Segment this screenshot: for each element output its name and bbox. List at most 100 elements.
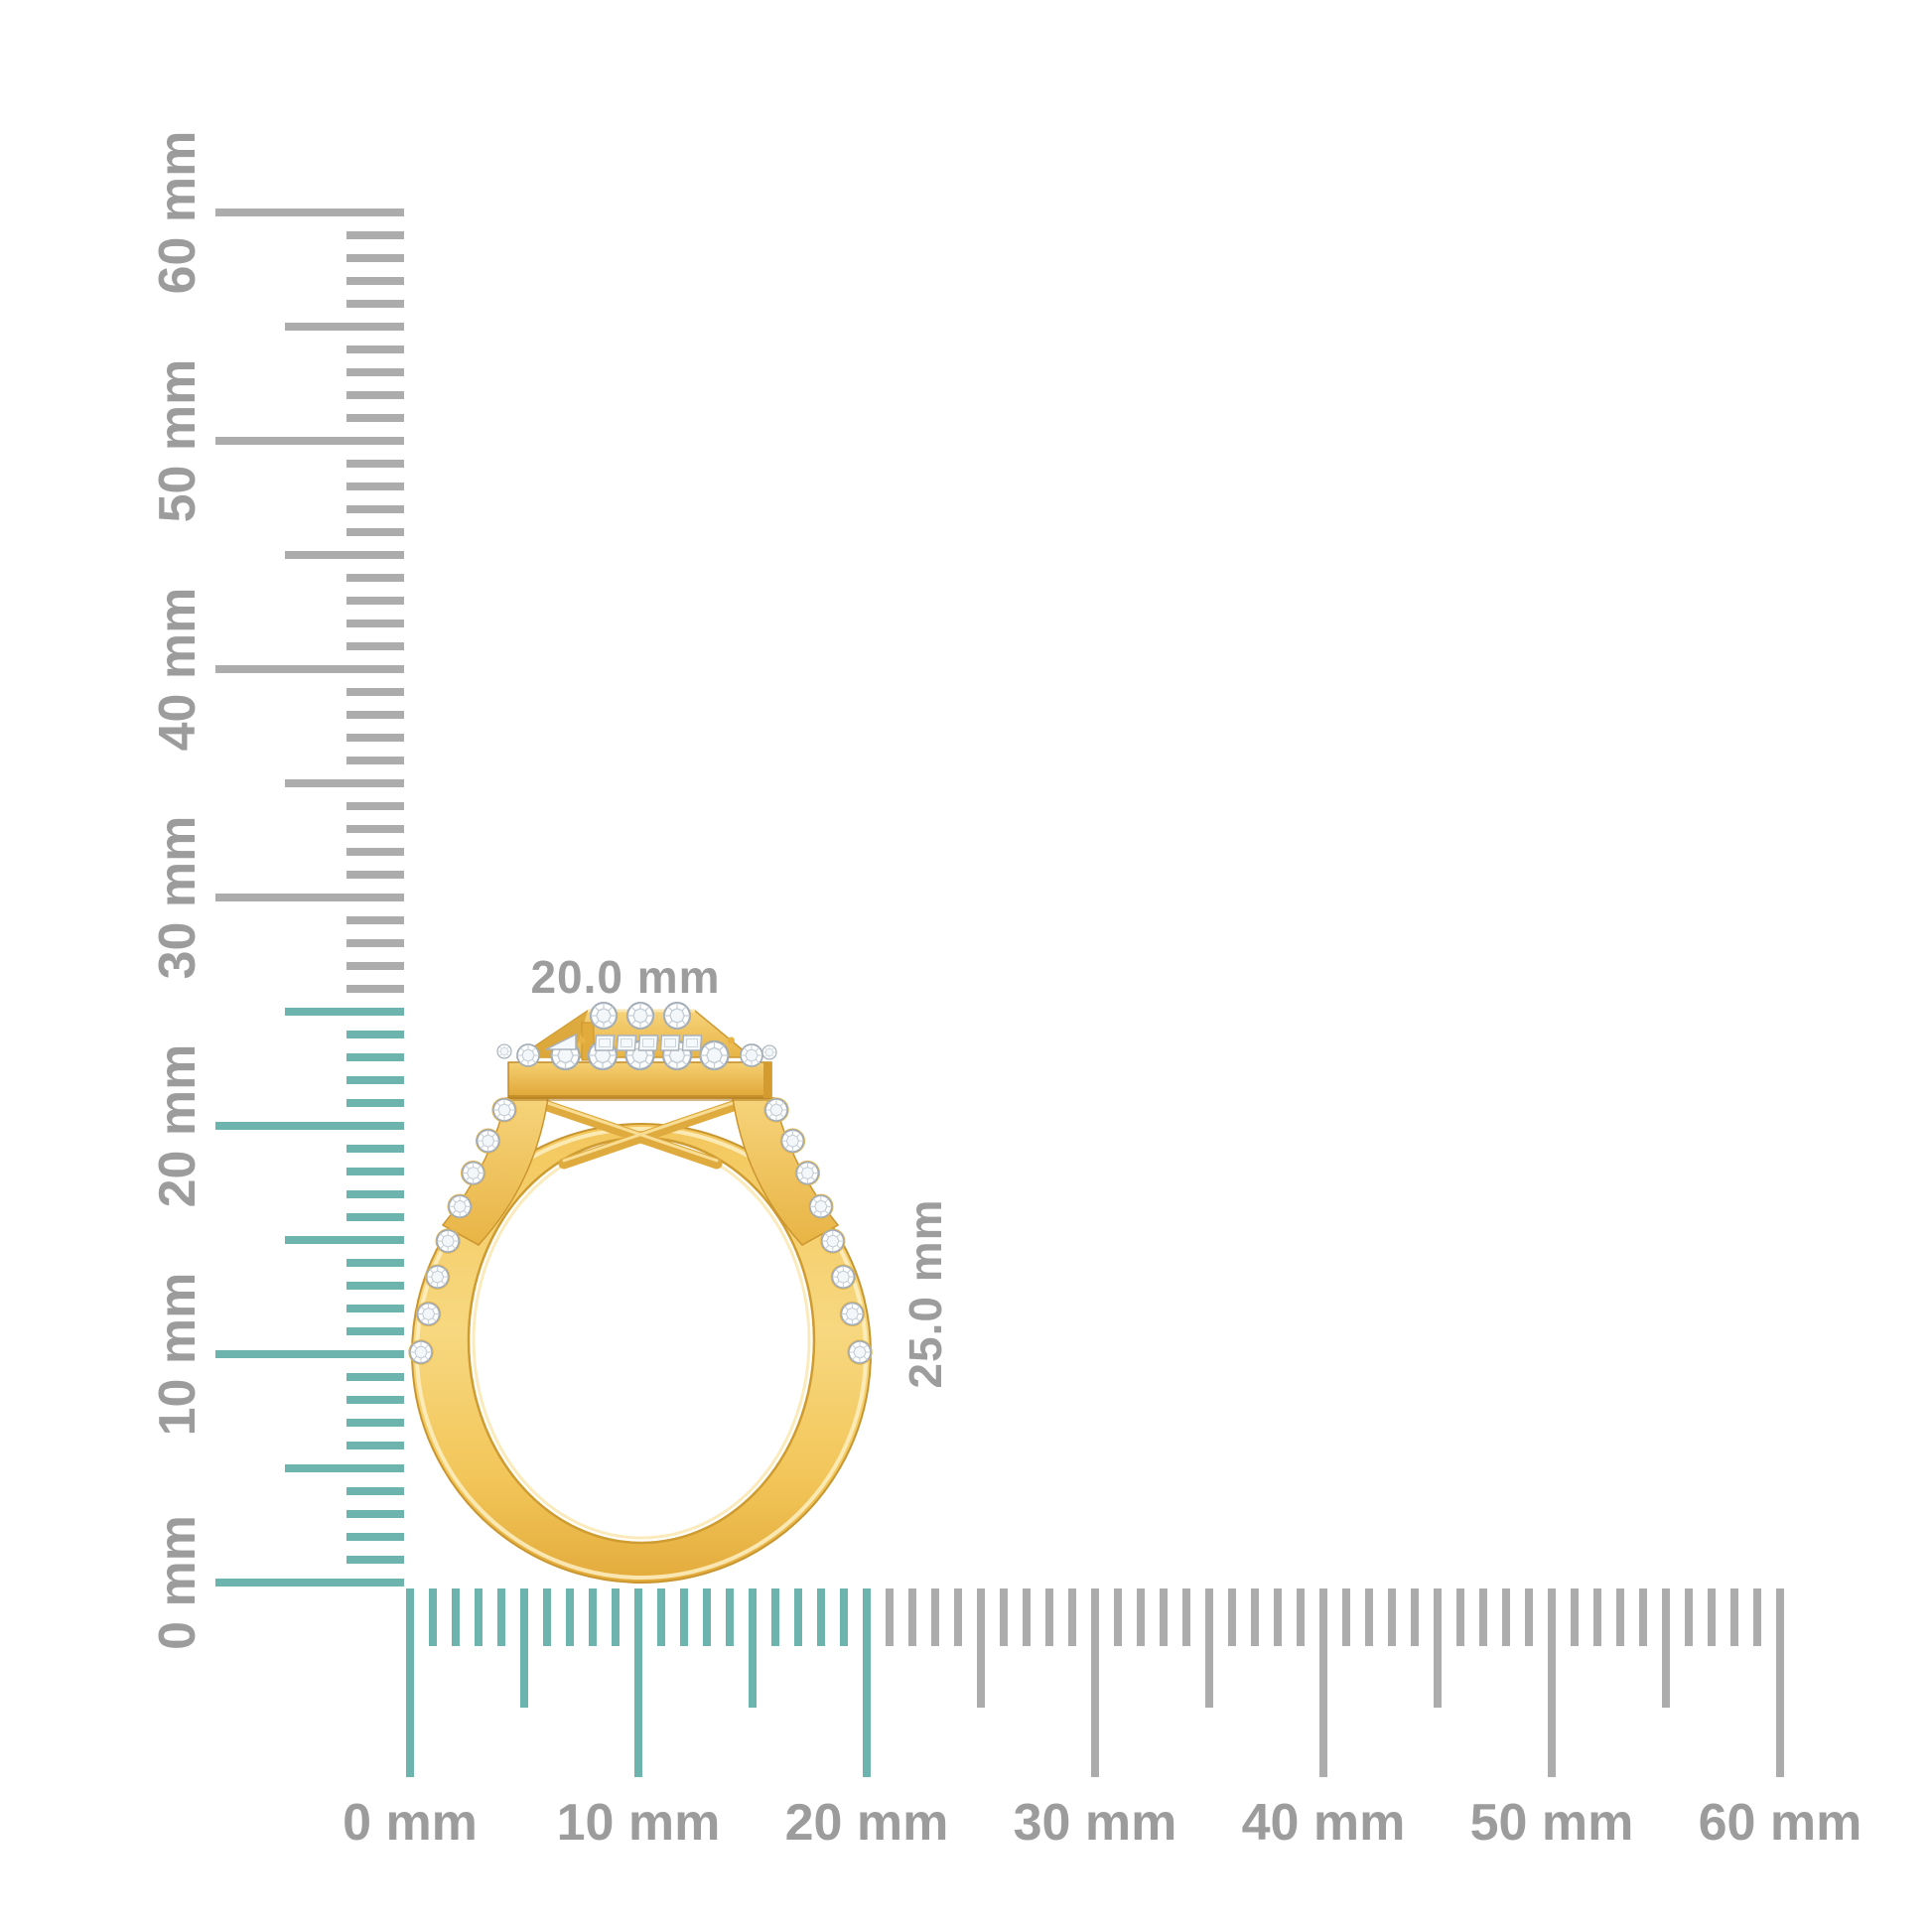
diamond-icon — [516, 1043, 540, 1067]
diamond-icon — [848, 1340, 872, 1364]
ruler-tick-minor — [346, 802, 404, 810]
ruler-tick-minor — [346, 642, 404, 650]
ruler-tick-mid — [977, 1588, 985, 1708]
ruler-tick-minor — [346, 711, 404, 719]
baguette-facet — [599, 1038, 611, 1047]
ruler-tick-major — [215, 894, 404, 901]
ruler-tick-minor — [703, 1588, 711, 1646]
ruler-tick-minor — [452, 1588, 460, 1646]
ruler-tick-minor — [346, 1053, 404, 1061]
ruler-tick-mid — [285, 779, 404, 787]
ruler-label: 0 mm — [343, 1794, 478, 1852]
ruler-tick-major — [863, 1588, 871, 1777]
ruler-tick-minor — [794, 1588, 802, 1646]
diamond-icon — [740, 1043, 763, 1067]
baguette-facet — [686, 1038, 698, 1047]
ruler-label: 30 mm — [149, 816, 207, 980]
ruler-tick-minor — [346, 483, 404, 490]
diamond-icon — [425, 1265, 450, 1290]
ruler-tick-mid — [285, 323, 404, 331]
diamond-icon — [820, 1229, 845, 1253]
ruler-tick-minor — [346, 1419, 404, 1427]
ruler-tick-minor — [346, 345, 404, 353]
baguette-diamond-icon — [637, 1035, 659, 1051]
ring-width-label: 20.0 mm — [530, 951, 720, 1003]
ruler-label: 40 mm — [149, 588, 207, 752]
ruler-tick-minor — [346, 1076, 404, 1084]
ruler-tick-major — [215, 437, 404, 445]
diamond-icon — [409, 1340, 433, 1364]
diamond-icon — [461, 1161, 485, 1185]
ruler-tick-minor — [1639, 1588, 1647, 1646]
ruler-tick-minor — [346, 688, 404, 696]
ruler-tick-minor — [1708, 1588, 1716, 1646]
ruler-tick-mid — [1662, 1588, 1670, 1708]
right-shoulder-pave — [763, 1097, 873, 1365]
ruler-tick-minor — [1411, 1588, 1419, 1646]
ruler-tick-minor — [1479, 1588, 1487, 1646]
ruler-tick-minor — [1571, 1588, 1579, 1646]
ruler-tick-minor — [497, 1588, 505, 1646]
ruler-label: 10 mm — [149, 1273, 207, 1437]
ruler-tick-minor — [346, 939, 404, 947]
ruler-tick-minor — [346, 620, 404, 627]
ruler-label: 60 mm — [149, 131, 207, 295]
ruler-tick-minor — [346, 1533, 404, 1541]
ruler-tick-minor — [346, 1442, 404, 1449]
ruler-tick-major — [215, 1122, 404, 1130]
ruler-tick-minor — [346, 574, 404, 582]
halo-girdle-lip — [508, 1095, 771, 1101]
ruler-tick-minor — [346, 1305, 404, 1312]
ruler-tick-minor — [1525, 1588, 1533, 1646]
ruler-tick-minor — [1068, 1588, 1076, 1646]
ruler-tick-major — [215, 665, 404, 673]
diamond-icon — [492, 1098, 516, 1122]
diamond-icon — [476, 1129, 500, 1154]
ruler-tick-minor — [346, 1099, 404, 1107]
diamond-icon — [496, 1043, 512, 1059]
ruler-tick-minor — [1456, 1588, 1464, 1646]
baguette-diamond-icon — [594, 1035, 616, 1051]
halo-girdle-end — [763, 1062, 771, 1098]
ruler-tick-major — [1319, 1588, 1327, 1777]
ruler-tick-minor — [1251, 1588, 1259, 1646]
ruler-tick-minor — [346, 300, 404, 308]
ruler-label: 50 mm — [149, 359, 207, 523]
ruler-tick-minor — [543, 1588, 551, 1646]
ruler-tick-minor — [1023, 1588, 1031, 1646]
diamond-icon — [416, 1302, 441, 1326]
ruler-tick-minor — [931, 1588, 939, 1646]
diamond-icon — [808, 1194, 833, 1219]
ruler-tick-mid — [285, 1236, 404, 1244]
ruler-label: 10 mm — [557, 1794, 721, 1852]
ruler-tick-major — [215, 208, 404, 216]
ruler-tick-minor — [726, 1588, 734, 1646]
ruler-tick-minor — [346, 1282, 404, 1290]
ruler-tick-minor — [1000, 1588, 1008, 1646]
ruler-tick-minor — [566, 1588, 574, 1646]
baguette-stone-row — [545, 1033, 703, 1051]
diamond-icon — [625, 1001, 655, 1031]
baguette-facet — [621, 1038, 632, 1047]
ruler-tick-minor — [680, 1588, 688, 1646]
baguette-diamond-icon — [659, 1035, 681, 1051]
diamond-icon — [699, 1039, 730, 1071]
gallery-wires — [530, 1096, 751, 1170]
diamond-icon — [831, 1265, 856, 1290]
vertical-ruler-labels: 0 mm 10 mm 20 mm 30 mm 40 mm 50 mm 60 mm — [149, 131, 207, 1650]
ruler-tick-minor — [346, 1510, 404, 1518]
diamond-icon — [761, 1044, 777, 1060]
ruler-tick-minor — [346, 848, 404, 856]
ruler-tick-minor — [346, 1556, 404, 1564]
ruler-label: 0 mm — [149, 1515, 207, 1650]
ruler-tick-minor — [346, 368, 404, 376]
ruler-tick-minor — [1274, 1588, 1282, 1646]
ruler-tick-minor — [475, 1588, 483, 1646]
horizontal-ruler-labels: 0 mm 10 mm 20 mm 30 mm 40 mm 50 mm 60 mm — [343, 1794, 1862, 1852]
ruler-tick-mid — [1434, 1588, 1442, 1708]
diamond-icon — [840, 1302, 865, 1326]
diamond-icon — [795, 1161, 820, 1185]
